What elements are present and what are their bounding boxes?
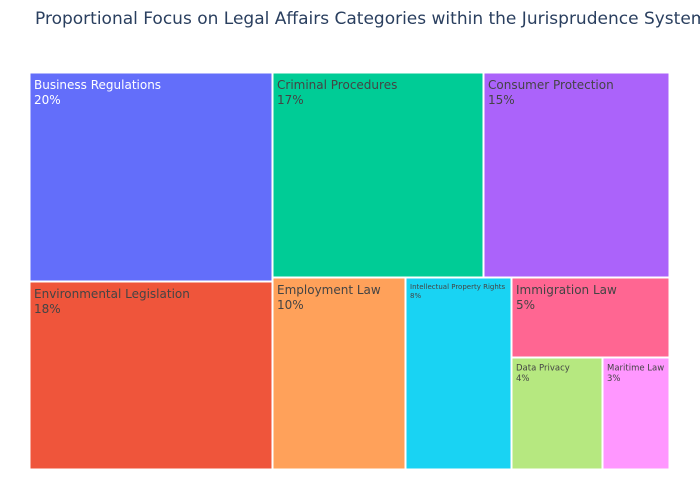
tile-value-label: 5% [516, 298, 535, 312]
tile-label: Business Regulations [34, 78, 161, 92]
tile-value-label: 3% [607, 374, 621, 384]
tile-rect [272, 72, 484, 278]
tile-label: Intellectual Property Rights [410, 283, 506, 291]
tile-value-label: 18% [34, 302, 61, 316]
tile-label: Consumer Protection [488, 78, 614, 92]
tile-rect [602, 357, 670, 470]
tile-value-label: 4% [516, 374, 530, 384]
tile-rect [511, 357, 603, 470]
chart-title: Proportional Focus on Legal Affairs Cate… [35, 9, 700, 29]
tile-label: Employment Law [277, 283, 381, 297]
tile-value-label: 8% [410, 292, 421, 300]
tile-label: Data Privacy [516, 364, 570, 374]
tile-rect [272, 277, 406, 470]
tile-value-label: 20% [34, 93, 61, 107]
tile-rect [483, 72, 670, 278]
tile-rect [511, 277, 670, 358]
tile-rect [29, 281, 273, 470]
tile-value-label: 15% [488, 93, 515, 107]
tile-label: Maritime Law [607, 364, 664, 374]
tile-value-label: 10% [277, 298, 304, 312]
tile-label: Environmental Legislation [34, 287, 190, 301]
tile-rect [405, 277, 512, 470]
tile-label: Immigration Law [516, 283, 617, 297]
tile-rect [29, 72, 273, 282]
tile-label: Criminal Procedures [277, 78, 397, 92]
tile-value-label: 17% [277, 93, 304, 107]
